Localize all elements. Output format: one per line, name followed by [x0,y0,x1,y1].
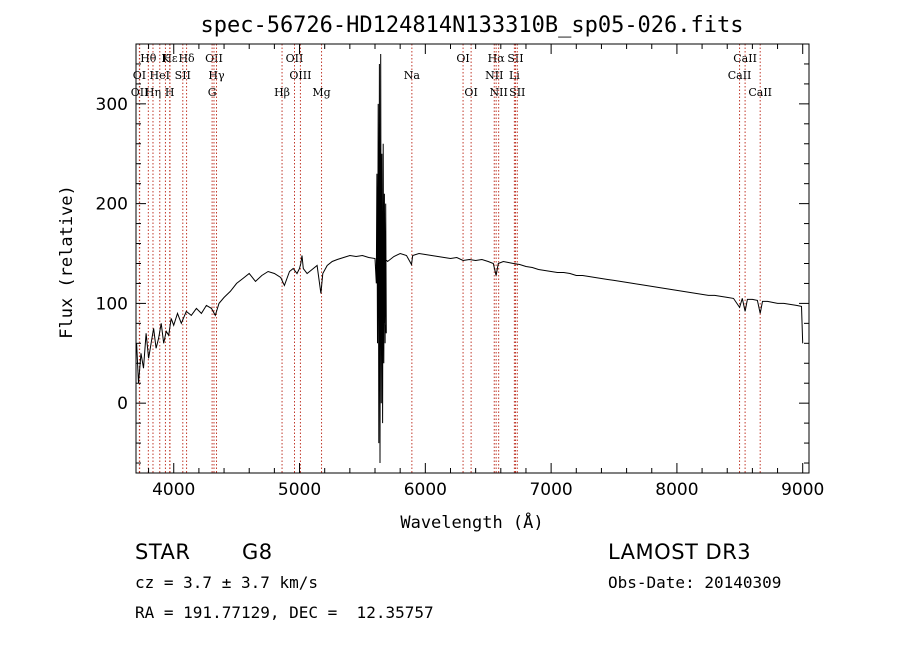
x-tick-label-4000: 4000 [152,480,195,500]
x-tick-label-7000: 7000 [529,480,572,500]
marker-label-26: NII [490,86,508,99]
obs-date: Obs-Date: 20140309 [608,573,782,592]
marker-label-14: OIII [289,69,311,82]
y-axis-label: Flux (relative) [57,185,77,339]
marker-label-11: HeI [150,69,170,82]
marker-label-13: Hγ [208,69,225,82]
marker-label-2: K [161,52,170,65]
marker-label-0: Hθ [140,52,157,65]
marker-label-21: H [165,86,175,99]
marker-label-27: SII [509,86,525,99]
marker-label-23: Hβ [274,86,290,99]
marker-label-20: Hη [145,86,161,99]
x-tick-label-5000: 5000 [278,480,321,500]
x-tick-label-8000: 8000 [655,480,698,500]
survey-name: LAMOST DR3 [608,540,752,564]
spectrum-line [136,53,804,464]
marker-label-19: OII [131,86,149,99]
marker-label-25: OI [464,86,477,99]
marker-label-24: Mg [312,86,330,99]
axis-ticks: 4000 5000 6000 7000 8000 9000 0 100 200 300 [96,44,824,500]
marker-label-18: CaII [728,69,752,82]
marker-label-9: CaII [733,52,757,65]
marker-label-16: NII [485,69,503,82]
y-tick-label-100: 100 [96,294,128,314]
object-subclass: G8 [242,540,273,564]
marker-label-3: Hδ [178,52,195,65]
plot-frame [135,43,810,474]
data-series [136,53,804,464]
x-axis-label: Wavelength (Å) [400,511,543,533]
x-tick-label-6000: 6000 [404,480,447,500]
marker-label-7: Hα [488,52,506,65]
marker-label-6: OI [456,52,469,65]
marker-label-17: Li [509,69,520,82]
marker-label-12: SII [175,69,191,82]
chart-title: spec-56726-HD124814N133310B_sp05-026.fit… [200,13,743,38]
marker-label-28: CaII [748,86,772,99]
marker-label-4: OII [205,52,223,65]
object-class: STAR [135,540,191,564]
redshift-readout: cz = 3.7 ± 3.7 km/s [135,573,319,592]
marker-label-5: OII [286,52,304,65]
y-tick-label-300: 300 [96,95,128,115]
y-tick-label-200: 200 [96,195,128,215]
y-tick-label-0: 0 [117,394,128,414]
marker-label-8: SII [507,52,523,65]
marker-label-22: G [208,86,217,99]
x-tick-label-9000: 9000 [781,480,824,500]
marker-label-15: Na [404,69,421,82]
ra-dec-readout: RA = 191.77129, DEC = 12.35757 [135,603,434,622]
